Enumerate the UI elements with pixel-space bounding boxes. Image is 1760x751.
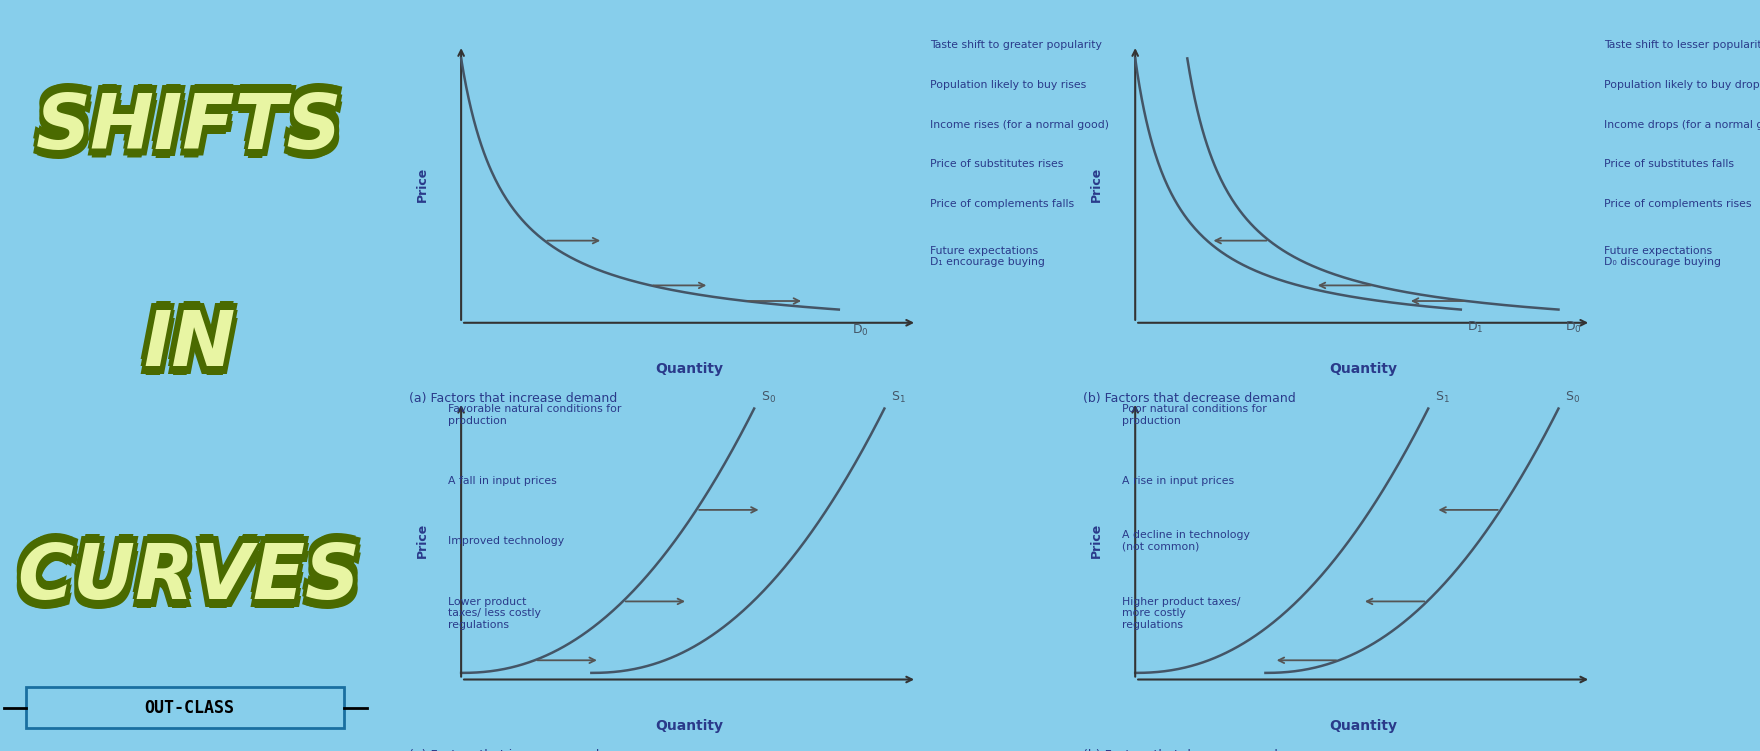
Text: (a) Factors that increase supply: (a) Factors that increase supply — [408, 749, 607, 751]
Text: CURVES: CURVES — [12, 534, 356, 608]
Text: IN: IN — [148, 301, 239, 375]
Text: IN: IN — [143, 300, 236, 373]
Text: Quantity: Quantity — [655, 363, 723, 376]
Text: Improved technology: Improved technology — [449, 535, 565, 546]
Text: Quantity: Quantity — [655, 719, 723, 733]
Text: IN: IN — [143, 318, 236, 391]
Text: S$_0$: S$_0$ — [1565, 390, 1580, 406]
Text: S$_1$: S$_1$ — [1434, 390, 1450, 406]
Text: SHIFTS: SHIFTS — [32, 98, 338, 172]
Text: D$_0$: D$_0$ — [1565, 319, 1582, 335]
Text: S$_1$: S$_1$ — [891, 390, 906, 406]
Text: Population likely to buy drops: Population likely to buy drops — [1603, 80, 1760, 90]
Text: IN: IN — [139, 309, 231, 382]
Text: S$_0$: S$_0$ — [760, 390, 776, 406]
Text: Price: Price — [1089, 167, 1102, 201]
Text: Price of complements rises: Price of complements rises — [1603, 199, 1751, 209]
Text: (a) Factors that increase demand: (a) Factors that increase demand — [408, 392, 618, 406]
Text: CURVES: CURVES — [23, 541, 366, 615]
Text: Lower product
taxes/ less costly
regulations: Lower product taxes/ less costly regulat… — [449, 597, 540, 630]
Text: CURVES: CURVES — [23, 549, 366, 623]
Text: Poor natural conditions for
production: Poor natural conditions for production — [1123, 404, 1267, 426]
Text: A decline in technology
(not common): A decline in technology (not common) — [1123, 530, 1250, 551]
Text: CURVES: CURVES — [23, 534, 366, 608]
Text: SHIFTS: SHIFTS — [40, 83, 347, 157]
Text: SHIFTS: SHIFTS — [32, 83, 338, 157]
Text: CURVES: CURVES — [12, 549, 356, 623]
Text: Price of complements falls: Price of complements falls — [929, 199, 1074, 209]
Text: SHIFTS: SHIFTS — [35, 82, 343, 155]
Text: CURVES: CURVES — [18, 532, 361, 606]
Text: SHIFTS: SHIFTS — [35, 100, 343, 173]
Text: D$_0$: D$_0$ — [852, 323, 869, 338]
Text: (b) Factors that decrease demand: (b) Factors that decrease demand — [1082, 392, 1295, 406]
Text: Price of substitutes rises: Price of substitutes rises — [929, 159, 1063, 169]
Text: SHIFTS: SHIFTS — [32, 91, 338, 164]
Text: Higher product taxes/
more costly
regulations: Higher product taxes/ more costly regula… — [1123, 597, 1241, 630]
Text: A fall in input prices: A fall in input prices — [449, 476, 556, 486]
Text: IN: IN — [139, 316, 231, 390]
Text: Price of substitutes falls: Price of substitutes falls — [1603, 159, 1734, 169]
Text: Price: Price — [415, 167, 428, 201]
Text: Quantity: Quantity — [1329, 363, 1397, 376]
Text: Population likely to buy rises: Population likely to buy rises — [929, 80, 1086, 90]
Text: Income rises (for a normal good): Income rises (for a normal good) — [929, 119, 1109, 129]
Text: SHIFTS: SHIFTS — [40, 91, 347, 164]
Text: D$_1$: D$_1$ — [1468, 319, 1484, 335]
Text: Taste shift to lesser popularity: Taste shift to lesser popularity — [1603, 41, 1760, 50]
Text: IN: IN — [148, 316, 239, 390]
Text: IN: IN — [143, 309, 236, 382]
Bar — [26, 687, 345, 728]
Text: Price: Price — [415, 523, 428, 558]
Text: OUT-CLASS: OUT-CLASS — [144, 699, 234, 716]
Text: Future expectations
D₁ encourage buying: Future expectations D₁ encourage buying — [929, 246, 1045, 267]
Text: SHIFTS: SHIFTS — [35, 91, 343, 164]
Text: A rise in input prices: A rise in input prices — [1123, 476, 1234, 486]
Text: CURVES: CURVES — [18, 541, 361, 615]
Text: Income drops (for a normal good): Income drops (for a normal good) — [1603, 119, 1760, 129]
Text: IN: IN — [139, 301, 231, 375]
Text: CURVES: CURVES — [12, 541, 356, 615]
Text: Price: Price — [1089, 523, 1102, 558]
Text: (b) Factors that decrease supply: (b) Factors that decrease supply — [1082, 749, 1285, 751]
Text: CURVES: CURVES — [18, 550, 361, 624]
Text: Favorable natural conditions for
production: Favorable natural conditions for product… — [449, 404, 621, 426]
Text: Future expectations
D₀ discourage buying: Future expectations D₀ discourage buying — [1603, 246, 1721, 267]
Text: Quantity: Quantity — [1329, 719, 1397, 733]
Text: IN: IN — [148, 309, 239, 382]
Text: SHIFTS: SHIFTS — [40, 98, 347, 172]
Text: Taste shift to greater popularity: Taste shift to greater popularity — [929, 41, 1102, 50]
